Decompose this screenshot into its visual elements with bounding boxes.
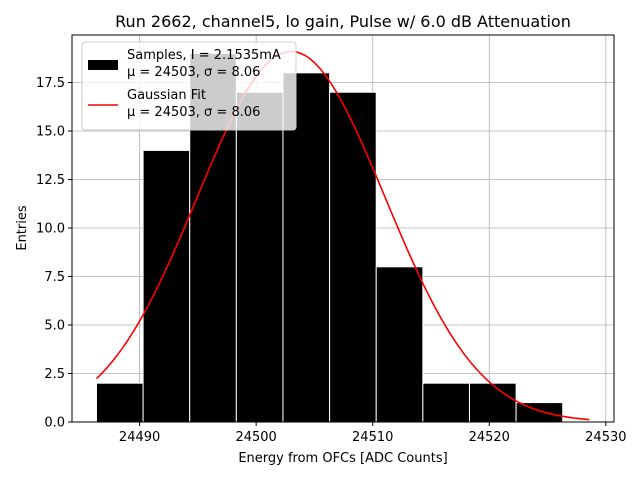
- y-tick-label: 17.5: [36, 76, 65, 91]
- histogram-bar: [468, 382, 517, 423]
- x-tick-label: 24510: [352, 430, 393, 445]
- legend: Samples, I = 2.1535mA μ = 24503, σ = 8.06…: [81, 41, 297, 131]
- legend-box: [81, 41, 297, 131]
- y-axis-label: Entries: [15, 205, 30, 251]
- legend-label: Samples, I = 2.1535mA: [127, 48, 281, 63]
- histogram-bar: [515, 402, 564, 423]
- legend-label: μ = 24503, σ = 8.06: [127, 65, 260, 80]
- x-tick-label: 24500: [235, 430, 276, 445]
- legend-label: Gaussian Fit: [127, 88, 206, 103]
- histogram-bar: [142, 149, 191, 423]
- x-tick-label: 24490: [119, 430, 160, 445]
- y-tick-label: 0.0: [44, 416, 65, 431]
- histogram-bar: [422, 382, 470, 423]
- histogram-bar: [329, 91, 377, 423]
- histogram-bar: [95, 382, 144, 423]
- x-tick-label: 24530: [585, 430, 626, 445]
- y-tick-label: 15.0: [36, 125, 65, 140]
- y-tick-label: 7.5: [44, 270, 65, 285]
- histogram-bar: [375, 266, 424, 423]
- chart-title: Run 2662, channel5, lo gain, Pulse w/ 6.…: [115, 12, 571, 31]
- y-tick-label: 5.0: [44, 319, 65, 334]
- legend-label: μ = 24503, σ = 8.06: [127, 105, 260, 120]
- x-tick-label: 24520: [469, 430, 510, 445]
- histogram-bar: [235, 91, 284, 423]
- y-tick-label: 12.5: [36, 173, 65, 188]
- histogram-bar: [282, 72, 331, 423]
- gaussian-fit-line: [95, 50, 590, 421]
- x-axis-label: Energy from OFCs [ADC Counts]: [238, 451, 447, 466]
- legend-swatch-samples: [88, 60, 118, 70]
- y-tick-label: 2.5: [44, 367, 65, 382]
- y-tick-label: 10.0: [36, 222, 65, 237]
- plot-area: 24490 24500 24510 24520 24530 0.0 2.5 5.0 7.5 10.…: [36, 34, 627, 445]
